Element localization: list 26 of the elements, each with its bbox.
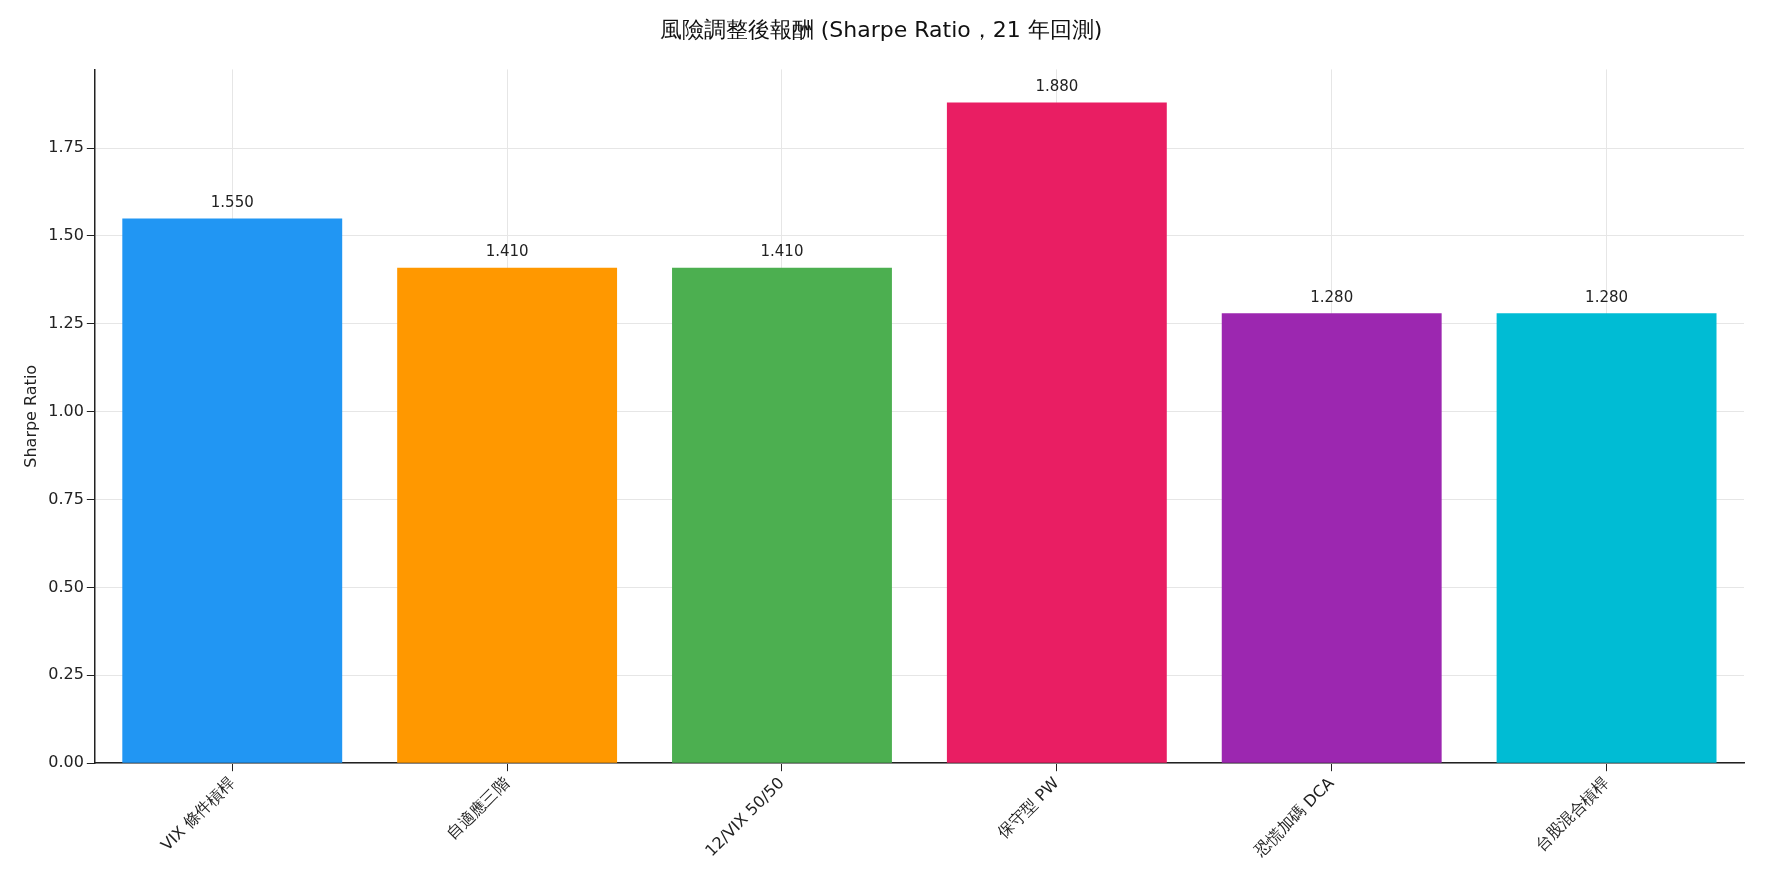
- y-tick-label: 1.50: [48, 225, 84, 245]
- y-tick-label: 0.50: [48, 576, 84, 596]
- y-axis-title: Sharpe Ratio: [20, 364, 40, 468]
- data-label: 1.550: [210, 192, 254, 211]
- bar: [672, 267, 892, 763]
- bar: [1496, 313, 1717, 763]
- y-tick-label: 0.75: [48, 488, 84, 508]
- data-label: 1.410: [485, 242, 529, 261]
- bar: [397, 267, 618, 763]
- x-tick-label: 保守型 PW: [993, 773, 1063, 843]
- y-tick-label: 0.00: [48, 752, 84, 772]
- x-tick-label: VIX 條件槓桿: [156, 773, 239, 855]
- bar: [122, 218, 343, 763]
- bar: [946, 102, 1167, 763]
- y-tick-label: 0.25: [48, 664, 84, 684]
- y-tick-label: 1.75: [48, 137, 84, 157]
- bar: [1221, 313, 1442, 763]
- x-tick-label: 自適應三階: [442, 773, 513, 844]
- data-label: 1.280: [1310, 287, 1354, 306]
- data-label: 1.280: [1585, 287, 1629, 306]
- x-tick-label: 台股混合槓桿: [1531, 773, 1613, 855]
- chart-title: 風險調整後報酬 (Sharpe Ratio，21 年回測): [659, 16, 1103, 42]
- data-label: 1.410: [760, 242, 804, 261]
- data-label: 1.880: [1035, 76, 1079, 95]
- y-tick-label: 1.00: [48, 400, 84, 420]
- y-tick-label: 1.25: [48, 313, 84, 333]
